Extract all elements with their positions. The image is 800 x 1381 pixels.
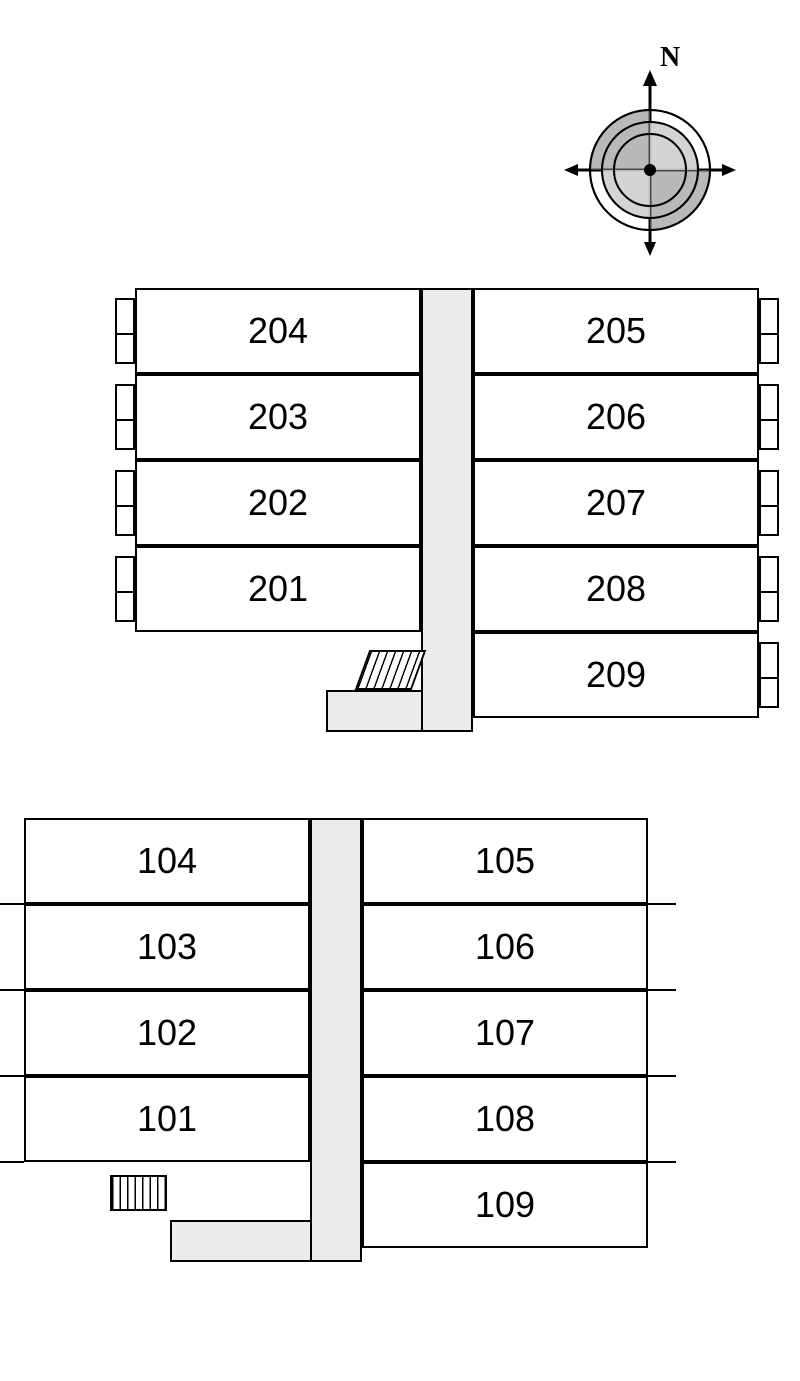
balcony bbox=[115, 384, 135, 450]
unit-102: 102 bbox=[24, 990, 310, 1076]
unit-label: 108 bbox=[475, 1098, 535, 1140]
balcony bbox=[759, 556, 779, 622]
unit-201: 201 bbox=[135, 546, 421, 632]
unit-204: 204 bbox=[135, 288, 421, 374]
unit-103: 103 bbox=[24, 904, 310, 990]
unit-label: 101 bbox=[137, 1098, 197, 1140]
balcony bbox=[759, 298, 779, 364]
unit-label: 209 bbox=[586, 654, 646, 696]
balcony bbox=[759, 470, 779, 536]
unit-202: 202 bbox=[135, 460, 421, 546]
unit-label: 206 bbox=[586, 396, 646, 438]
balcony bbox=[759, 642, 779, 708]
wall-tick bbox=[648, 989, 676, 991]
wall-tick bbox=[0, 1161, 24, 1163]
unit-206: 206 bbox=[473, 374, 759, 460]
wall-tick bbox=[648, 1161, 676, 1163]
unit-label: 109 bbox=[475, 1184, 535, 1226]
unit-109: 109 bbox=[362, 1162, 648, 1248]
unit-106: 106 bbox=[362, 904, 648, 990]
unit-203: 203 bbox=[135, 374, 421, 460]
compass-label: N bbox=[660, 42, 680, 74]
unit-label: 105 bbox=[475, 840, 535, 882]
wall-tick bbox=[0, 989, 24, 991]
unit-label: 203 bbox=[248, 396, 308, 438]
wall-tick bbox=[648, 903, 676, 905]
unit-label: 103 bbox=[137, 926, 197, 968]
unit-207: 207 bbox=[473, 460, 759, 546]
unit-209: 209 bbox=[473, 632, 759, 718]
stairs-icon bbox=[355, 650, 427, 690]
corridor-landing-floor-2 bbox=[326, 690, 421, 732]
unit-label: 102 bbox=[137, 1012, 197, 1054]
unit-101: 101 bbox=[24, 1076, 310, 1162]
unit-label: 204 bbox=[248, 310, 308, 352]
wall-tick bbox=[648, 1075, 676, 1077]
unit-205: 205 bbox=[473, 288, 759, 374]
stairs-icon bbox=[110, 1175, 167, 1211]
unit-label: 104 bbox=[137, 840, 197, 882]
balcony bbox=[115, 298, 135, 364]
unit-label: 201 bbox=[248, 568, 308, 610]
balcony bbox=[115, 470, 135, 536]
unit-107: 107 bbox=[362, 990, 648, 1076]
unit-label: 208 bbox=[586, 568, 646, 610]
unit-label: 207 bbox=[586, 482, 646, 524]
unit-104: 104 bbox=[24, 818, 310, 904]
unit-208: 208 bbox=[473, 546, 759, 632]
unit-label: 106 bbox=[475, 926, 535, 968]
unit-label: 205 bbox=[586, 310, 646, 352]
balcony bbox=[115, 556, 135, 622]
unit-108: 108 bbox=[362, 1076, 648, 1162]
corridor-floor-2 bbox=[421, 288, 473, 732]
unit-105: 105 bbox=[362, 818, 648, 904]
compass: N bbox=[562, 40, 738, 270]
unit-label: 202 bbox=[248, 482, 308, 524]
balcony bbox=[759, 384, 779, 450]
floor-plan-canvas: N 204 203 202 201 205 206 207 bbox=[0, 0, 800, 1381]
corridor-floor-1 bbox=[310, 818, 362, 1262]
wall-tick bbox=[0, 903, 24, 905]
unit-label: 107 bbox=[475, 1012, 535, 1054]
corridor-landing-floor-1 bbox=[170, 1220, 310, 1262]
wall-tick bbox=[0, 1075, 24, 1077]
